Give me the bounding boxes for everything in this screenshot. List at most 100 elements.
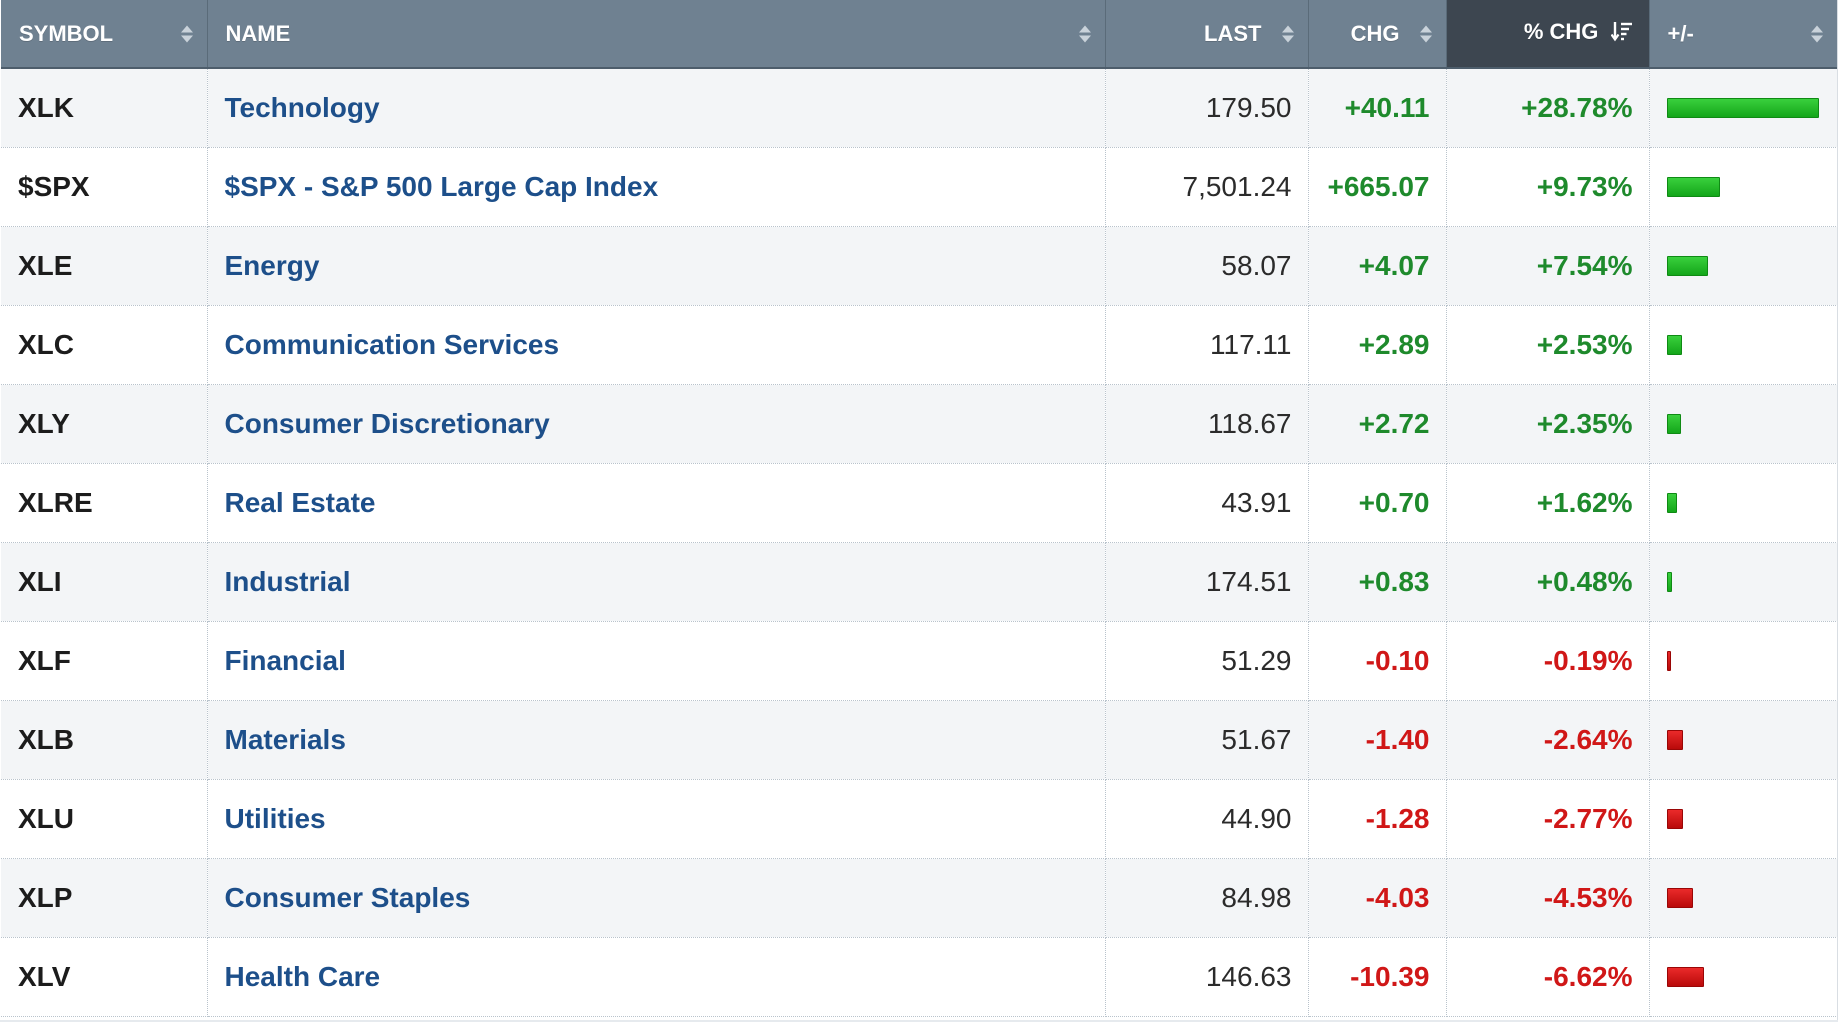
change-bar-cell xyxy=(1649,384,1838,464)
change-bar-cell xyxy=(1649,937,1838,1017)
percent-change-cell: +9.73% xyxy=(1446,147,1650,227)
column-header-symbol[interactable]: SYMBOL xyxy=(1,0,208,69)
change-cell: +2.89 xyxy=(1308,305,1447,385)
name-link[interactable]: $SPX - S&P 500 Large Cap Index xyxy=(207,147,1106,227)
percent-change-cell: +7.54% xyxy=(1446,226,1650,306)
table-row[interactable]: XLB Materials 51.67 -1.40 -2.64% xyxy=(1,700,1838,780)
percent-change-cell: -2.64% xyxy=(1446,700,1650,780)
change-bar-cell xyxy=(1649,68,1838,148)
change-bar-cell xyxy=(1649,779,1838,859)
symbol-cell[interactable]: XLC xyxy=(1,305,208,385)
table-row[interactable]: XLI Industrial 174.51 +0.83 +0.48% xyxy=(1,542,1838,622)
last-price-cell: 174.51 xyxy=(1105,542,1309,622)
name-link[interactable]: Real Estate xyxy=(207,463,1106,543)
change-cell: +0.70 xyxy=(1308,463,1447,543)
change-cell: +4.07 xyxy=(1308,226,1447,306)
percent-change-cell: +2.53% xyxy=(1446,305,1650,385)
symbol-cell[interactable]: XLF xyxy=(1,621,208,701)
column-label: NAME xyxy=(225,20,291,46)
name-link[interactable]: Consumer Staples xyxy=(207,858,1106,938)
sort-toggle-icon xyxy=(1419,25,1432,42)
table-row[interactable]: XLU Utilities 44.90 -1.28 -2.77% xyxy=(1,779,1838,859)
sort-toggle-icon xyxy=(1810,25,1823,42)
symbol-cell[interactable]: XLK xyxy=(1,68,208,148)
column-header-name[interactable]: NAME xyxy=(207,0,1106,69)
column-header-last[interactable]: LAST xyxy=(1105,0,1309,69)
gain-bar xyxy=(1666,492,1677,513)
percent-change-cell: +2.35% xyxy=(1446,384,1650,464)
last-price-cell: 43.91 xyxy=(1105,463,1309,543)
change-bar-cell xyxy=(1649,858,1838,938)
column-label: % CHG xyxy=(1523,19,1599,45)
change-cell: +40.11 xyxy=(1308,68,1447,148)
table-row[interactable]: XLV Health Care 146.63 -10.39 -6.62% xyxy=(1,937,1838,1017)
percent-change-cell: +28.78% xyxy=(1446,68,1650,148)
last-price-cell: 7,501.24 xyxy=(1105,147,1309,227)
table-row[interactable]: XLY Consumer Discretionary 118.67 +2.72 +2.3… xyxy=(1,384,1838,464)
name-link[interactable]: Industrial xyxy=(207,542,1106,622)
column-label: +/- xyxy=(1667,20,1694,46)
symbol-cell[interactable]: XLE xyxy=(1,226,208,306)
last-price-cell: 118.67 xyxy=(1105,384,1309,464)
last-price-cell: 58.07 xyxy=(1105,226,1309,306)
gain-bar xyxy=(1666,571,1672,592)
change-bar-cell xyxy=(1649,305,1838,385)
change-bar-cell xyxy=(1649,542,1838,622)
name-link[interactable]: Financial xyxy=(207,621,1106,701)
percent-change-cell: -6.62% xyxy=(1446,937,1650,1017)
name-link[interactable]: Communication Services xyxy=(207,305,1106,385)
table-row[interactable]: XLF Financial 51.29 -0.10 -0.19% xyxy=(1,621,1838,701)
symbol-cell[interactable]: XLP xyxy=(1,858,208,938)
header-row: SYMBOL NAME LAST CHG % CHG xyxy=(1,0,1838,69)
table-row[interactable]: $SPX $SPX - S&P 500 Large Cap Index 7,501.… xyxy=(1,147,1838,227)
symbol-cell[interactable]: XLI xyxy=(1,542,208,622)
table-row[interactable]: XLP Consumer Staples 84.98 -4.03 -4.53% xyxy=(1,858,1838,938)
column-label: CHG xyxy=(1350,20,1400,46)
symbol-cell[interactable]: XLRE xyxy=(1,463,208,543)
percent-change-cell: +0.48% xyxy=(1446,542,1650,622)
symbol-cell[interactable]: XLU xyxy=(1,779,208,859)
change-bar-cell xyxy=(1649,700,1838,780)
name-link[interactable]: Utilities xyxy=(207,779,1106,859)
column-header-chg[interactable]: CHG xyxy=(1308,0,1447,69)
table-row[interactable]: XLC Communication Services 117.11 +2.89 +2.5… xyxy=(1,305,1838,385)
last-price-cell: 51.67 xyxy=(1105,700,1309,780)
change-bar-cell xyxy=(1649,621,1838,701)
table-row[interactable]: XLE Energy 58.07 +4.07 +7.54% xyxy=(1,226,1838,306)
last-price-cell: 84.98 xyxy=(1105,858,1309,938)
percent-change-cell: -4.53% xyxy=(1446,858,1650,938)
name-link[interactable]: Technology xyxy=(207,68,1106,148)
change-cell: +0.83 xyxy=(1308,542,1447,622)
loss-bar xyxy=(1666,650,1671,671)
symbol-cell[interactable]: XLB xyxy=(1,700,208,780)
change-cell: +2.72 xyxy=(1308,384,1447,464)
gain-bar xyxy=(1666,255,1708,276)
loss-bar xyxy=(1666,808,1683,829)
sort-toggle-icon xyxy=(180,25,193,42)
sort-toggle-icon xyxy=(1078,25,1091,42)
gain-bar xyxy=(1666,97,1819,118)
last-price-cell: 146.63 xyxy=(1105,937,1309,1017)
name-link[interactable]: Energy xyxy=(207,226,1106,306)
loss-bar xyxy=(1666,966,1704,987)
name-link[interactable]: Health Care xyxy=(207,937,1106,1017)
symbol-cell[interactable]: XLY xyxy=(1,384,208,464)
change-cell: -4.03 xyxy=(1308,858,1447,938)
percent-change-cell: +1.62% xyxy=(1446,463,1650,543)
table-row[interactable]: XLK Technology 179.50 +40.11 +28.78% xyxy=(1,68,1838,148)
table-row[interactable]: XLRE Real Estate 43.91 +0.70 +1.62% xyxy=(1,463,1838,543)
last-price-cell: 179.50 xyxy=(1105,68,1309,148)
column-label: SYMBOL xyxy=(19,20,114,46)
column-header-pct-chg[interactable]: % CHG xyxy=(1446,0,1650,69)
percent-change-cell: -0.19% xyxy=(1446,621,1650,701)
symbol-cell[interactable]: $SPX xyxy=(1,147,208,227)
column-header-bar[interactable]: +/- xyxy=(1649,0,1838,69)
symbol-cell[interactable]: XLV xyxy=(1,937,208,1017)
column-label: LAST xyxy=(1204,20,1262,46)
change-bar-cell xyxy=(1649,147,1838,227)
sort-descending-icon xyxy=(1610,20,1633,48)
name-link[interactable]: Consumer Discretionary xyxy=(207,384,1106,464)
name-link[interactable]: Materials xyxy=(207,700,1106,780)
